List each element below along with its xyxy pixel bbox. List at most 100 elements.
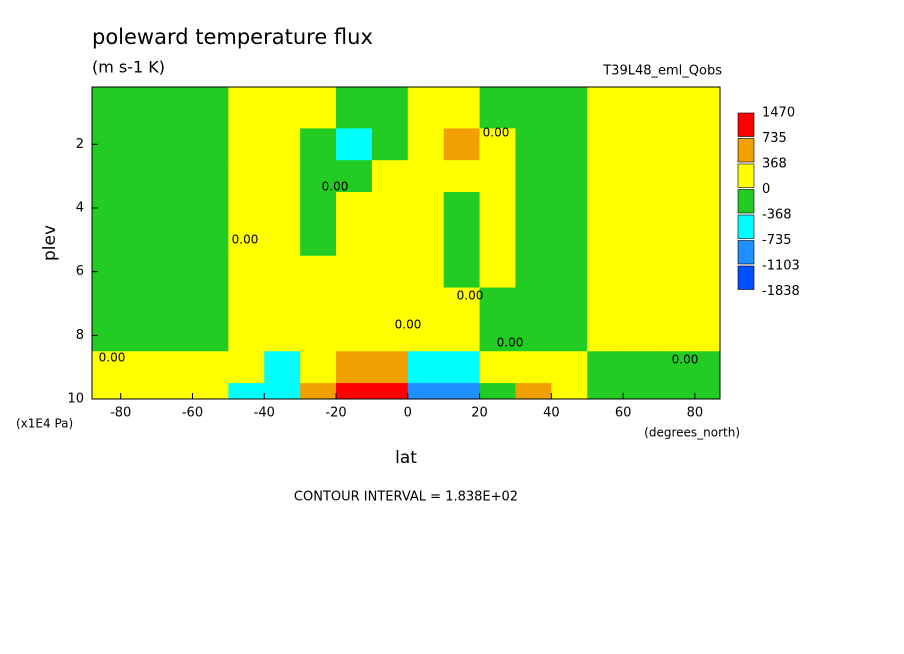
contour-cell — [587, 351, 624, 384]
contour-cell — [156, 160, 193, 193]
colorbar-swatch — [737, 265, 755, 290]
contour-cell — [479, 319, 516, 352]
contour-cell — [551, 223, 588, 257]
contour-cell — [120, 287, 158, 320]
contour-cell — [336, 160, 373, 193]
contour-cell — [192, 287, 229, 320]
y-tick-label: 10 — [67, 392, 84, 407]
contour-cell — [515, 351, 552, 384]
contour-cell — [120, 223, 158, 257]
contour-cell — [551, 255, 588, 289]
x-tick-label: 60 — [615, 406, 632, 421]
contour-cell — [228, 351, 265, 384]
contour-label: 0.00 — [457, 289, 484, 303]
contour-cell — [443, 287, 481, 320]
contour-cell — [371, 223, 409, 257]
contour-cell — [694, 192, 721, 225]
contour-cell — [551, 287, 588, 320]
contour-cell — [92, 160, 122, 193]
contour-cell — [587, 192, 624, 225]
contour-cell — [156, 383, 193, 400]
x-tick-label: 40 — [543, 406, 560, 421]
contour-cell — [658, 255, 696, 289]
colorbar-swatch — [737, 112, 755, 137]
contour-label: 0.00 — [483, 126, 510, 140]
contour-cell — [407, 160, 445, 193]
contour-cell — [443, 383, 481, 400]
contour-cell — [443, 128, 481, 161]
contour-cell — [264, 383, 301, 400]
contour-cell — [228, 192, 265, 225]
contour-cell — [658, 383, 696, 400]
contour-cell — [192, 351, 229, 384]
contour-cell — [623, 287, 660, 320]
contour-cell — [443, 192, 481, 225]
colorbar-swatch — [737, 163, 755, 188]
contour-cell — [228, 160, 265, 193]
contour-cell — [658, 128, 696, 161]
contour-cell — [407, 223, 445, 257]
contour-cell — [443, 87, 481, 129]
contour-cell — [192, 383, 229, 400]
contour-cell — [120, 383, 158, 400]
contour-cell — [694, 255, 721, 289]
footer: CONTOUR INTERVAL = 1.838E+02 — [294, 490, 518, 505]
x-axis-label: lat — [395, 448, 417, 468]
contour-cell — [587, 128, 624, 161]
contour-cell — [371, 255, 409, 289]
contour-cell — [658, 160, 696, 193]
contour-cell — [300, 255, 337, 289]
colorbar-swatch — [737, 240, 755, 265]
contour-cell — [192, 319, 229, 352]
contour-label: 0.00 — [322, 180, 349, 194]
contour-cell — [120, 192, 158, 225]
contour-cell — [300, 192, 337, 225]
y-tick-label: 2 — [76, 137, 84, 152]
contour-cell — [515, 160, 552, 193]
contour-cell — [92, 351, 122, 384]
x-tick-label: -80 — [110, 406, 131, 421]
contour-cell — [156, 287, 193, 320]
contour-cell — [479, 128, 516, 161]
contour-cell — [587, 255, 624, 289]
contour-cell — [623, 192, 660, 225]
colorbar-label: 0 — [762, 182, 770, 197]
contour-cell — [264, 87, 301, 129]
contour-cell — [300, 128, 337, 161]
contour-cell — [192, 223, 229, 257]
contour-cell — [623, 87, 660, 129]
contour-cell — [336, 223, 373, 257]
contour-cell — [120, 128, 158, 161]
contour-cell — [623, 223, 660, 257]
contour-cell — [264, 287, 301, 320]
contour-cell — [658, 192, 696, 225]
contour-cell — [623, 128, 660, 161]
contour-cell — [192, 87, 229, 129]
contour-cell — [120, 351, 158, 384]
contour-cell — [120, 87, 158, 129]
contour-cell — [228, 87, 265, 129]
contour-cell — [479, 255, 516, 289]
contour-cell — [694, 351, 721, 384]
contour-cell — [587, 383, 624, 400]
y-tick-label: 8 — [76, 328, 84, 343]
contour-cell — [407, 128, 445, 161]
contour-cell — [371, 319, 409, 352]
contour-cell — [371, 192, 409, 225]
contour-cell — [407, 383, 445, 400]
colorbar-swatch — [737, 189, 755, 214]
contour-cell — [694, 223, 721, 257]
x-tick-label: 20 — [471, 406, 488, 421]
contour-cell — [658, 87, 696, 129]
contour-cell — [407, 351, 445, 384]
contour-cell — [694, 319, 721, 352]
contour-cell — [623, 255, 660, 289]
contour-cell — [264, 192, 301, 225]
contour-cell — [443, 319, 481, 352]
contour-cell — [336, 255, 373, 289]
contour-cell — [623, 383, 660, 400]
contour-cell — [479, 160, 516, 193]
contour-label: 0.00 — [232, 233, 259, 247]
contour-cell — [479, 351, 516, 384]
